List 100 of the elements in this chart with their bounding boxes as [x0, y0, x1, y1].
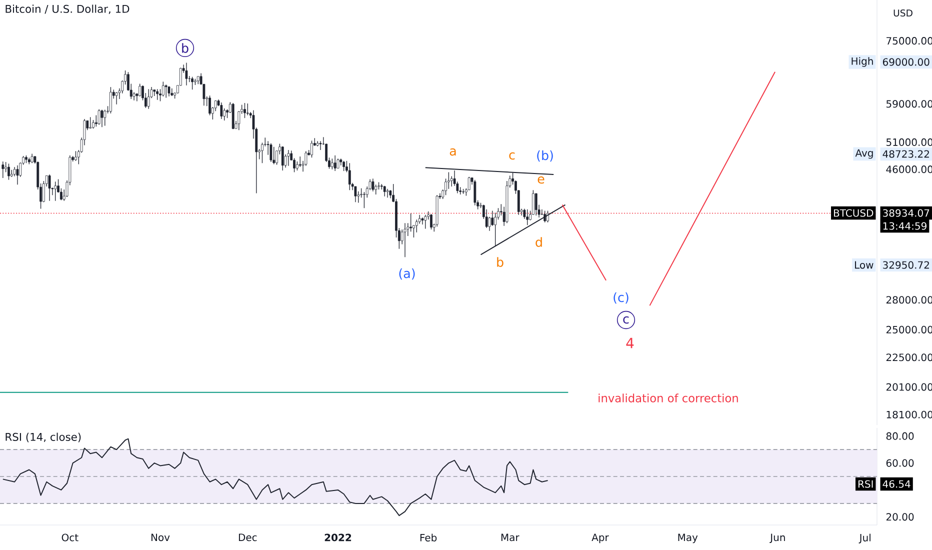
candlestick: [115, 92, 118, 105]
text: 48723.22: [882, 150, 929, 158]
candlestick: [162, 81, 164, 97]
candlestick: [526, 209, 529, 226]
candlestick: [544, 210, 546, 223]
candlestick: [491, 210, 494, 226]
annotation: c: [623, 316, 629, 324]
candlestick: [330, 158, 334, 170]
y-tick-label: 60.00: [886, 459, 914, 467]
candlestick: [494, 212, 497, 247]
candlestick: [13, 166, 16, 177]
candlestick: [336, 158, 340, 169]
annotation: Avg: [855, 149, 873, 159]
candlestick: [94, 114, 98, 128]
candlestick: [220, 102, 223, 120]
annotation: (c): [614, 292, 628, 304]
candlestick: [100, 109, 104, 128]
candlestick: [60, 188, 62, 201]
x-tick-label: Oct: [62, 534, 78, 542]
candlestick: [164, 84, 168, 98]
candlestick: [223, 108, 226, 121]
candlestick: [30, 153, 34, 164]
candlestick: [415, 219, 418, 233]
candlestick: [4, 162, 8, 173]
annotation: (a): [399, 268, 415, 280]
candlestick: [16, 165, 19, 185]
candlestick: [208, 95, 211, 116]
candlestick: [424, 214, 427, 230]
annotation: High: [852, 57, 873, 67]
annotation: d: [536, 237, 542, 247]
candlestick: [185, 62, 188, 86]
candlestick: [246, 103, 249, 116]
candlestick: [191, 76, 194, 90]
annotation: a: [450, 148, 456, 156]
candlestick: [104, 109, 106, 126]
candlestick: [319, 140, 322, 150]
candlestick: [110, 86, 112, 114]
annotation: b: [182, 43, 188, 53]
annotation: (b): [537, 150, 553, 162]
candlestick: [474, 179, 476, 206]
candlestick: [98, 108, 100, 126]
candlestick: [159, 88, 162, 102]
candlestick: [363, 192, 366, 208]
candlestick: [334, 155, 336, 172]
candlestick: [244, 102, 246, 118]
text: 13:44:59: [883, 222, 926, 230]
x-tick-label: May: [678, 534, 698, 544]
candlestick: [298, 156, 302, 168]
x-tick-label: Mar: [501, 534, 520, 542]
candlestick: [534, 192, 538, 216]
x-tick-label: Nov: [151, 534, 170, 542]
x-tick-label: Feb: [420, 534, 437, 542]
x-tick-label: Dec: [238, 534, 257, 542]
text: USD: [894, 9, 912, 17]
candlestick: [272, 146, 276, 165]
candlestick: [287, 150, 290, 166]
candlestick: [410, 213, 412, 232]
candlestick: [348, 162, 351, 190]
candlestick: [372, 178, 374, 192]
candlestick: [354, 186, 357, 202]
text: 46.54: [882, 480, 910, 488]
candlestick: [74, 150, 77, 162]
candlestick: [430, 214, 432, 230]
annotation: RSI: [858, 480, 873, 488]
annotation: Low: [855, 261, 874, 269]
candlestick: [485, 209, 488, 228]
annotation: b: [497, 257, 504, 267]
candlestick: [138, 83, 142, 97]
candlestick: [147, 88, 150, 110]
annotation: BTCUSD: [834, 209, 874, 217]
annotation: 4: [626, 338, 634, 348]
candlestick: [153, 89, 156, 96]
candlestick: [450, 176, 453, 187]
annotation: c: [509, 152, 515, 160]
y-tick-label: 20.00: [886, 513, 914, 521]
x-tick-label: Apr: [592, 534, 609, 544]
text: 32950.72: [883, 261, 929, 269]
candlestick: [310, 140, 313, 158]
candlestick: [156, 88, 159, 100]
candlestick: [404, 222, 406, 258]
candlestick: [386, 188, 389, 198]
annotation: e: [538, 176, 544, 184]
candlestick: [374, 184, 378, 195]
annotation: invalidation of correction: [598, 394, 738, 402]
x-tick-label: Jun: [770, 534, 785, 544]
candlestick: [132, 92, 136, 101]
text: 69000.00: [882, 58, 930, 66]
x-tick-label: Jul: [858, 534, 870, 544]
candlestick: [54, 181, 57, 202]
chart-title: Bitcoin / U.S. Dollar, 1D: [6, 4, 130, 14]
candlestick: [342, 160, 346, 172]
candlestick: [168, 86, 170, 97]
candlestick: [270, 142, 272, 162]
candlestick: [421, 217, 424, 225]
x-tick-label: 2022: [324, 534, 352, 542]
y-tick-label: 80.00: [886, 432, 914, 440]
candlestick: [281, 146, 284, 171]
candlestick: [48, 174, 51, 202]
chart-title: RSI (14, close): [6, 432, 81, 442]
candlestick: [2, 161, 4, 178]
